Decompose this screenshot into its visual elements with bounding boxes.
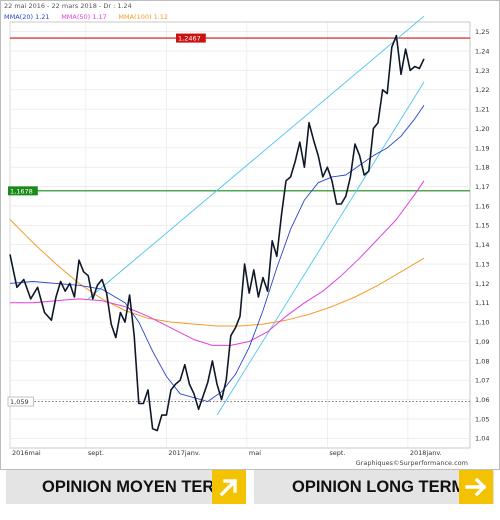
y-tick-label: 1,16 <box>475 202 489 210</box>
price-chart: 1,04 1,05 1,06 1,07 1,08 1,09 1,10 1,11 1,12 1,13… <box>0 0 500 470</box>
right-arrow-icon[interactable] <box>459 470 493 504</box>
y-tick-label: 1,17 <box>475 183 489 191</box>
level-label: 1,2467 <box>178 35 201 43</box>
channel-line <box>87 15 425 300</box>
y-tick-label: 1,19 <box>475 144 489 152</box>
y-tick-label: 1,09 <box>475 338 489 346</box>
x-tick-label: sept. <box>329 449 345 457</box>
opinion-long-term-label: OPINION LONG TERME <box>292 477 477 496</box>
y-tick-label: 1,24 <box>475 47 489 55</box>
y-tick-label: 1,15 <box>475 222 489 230</box>
y-tick-label: 1,21 <box>475 106 489 114</box>
chart-canvas: 1,04 1,05 1,06 1,07 1,08 1,09 1,10 1,11 1,12 1,13… <box>0 0 500 470</box>
up-right-arrow-icon[interactable] <box>212 470 246 504</box>
legend-entry: MMA(100) 1.12 <box>118 13 168 21</box>
x-tick-label: mai <box>249 449 261 457</box>
channel-line <box>216 81 425 416</box>
level-label: 1,1678 <box>10 187 33 195</box>
opinion-medium-term[interactable]: OPINION MOYEN TERME <box>6 470 246 504</box>
mma20-line <box>9 105 425 402</box>
y-tick-label: 1,07 <box>475 377 489 385</box>
level-label-box <box>8 186 38 196</box>
mma100-line <box>9 219 425 327</box>
level-label-box <box>7 396 34 407</box>
opinion-banner: OPINION MOYEN TERME OPINION LONG TERME <box>0 470 500 520</box>
chart-credit: Graphiques©Surperformance.com <box>356 459 468 467</box>
y-tick-label: 1,23 <box>475 67 489 75</box>
x-tick-label: 2018janv. <box>410 449 442 457</box>
x-tick-label: sept. <box>88 449 104 457</box>
y-tick-label: 1,13 <box>475 260 489 268</box>
y-tick-label: 1,06 <box>475 396 489 404</box>
y-tick-label: 1,18 <box>475 164 489 172</box>
y-tick-label: 1,10 <box>475 319 489 327</box>
x-tick-label: 2016mai <box>12 449 41 457</box>
y-tick-label: 1,20 <box>475 125 489 133</box>
chart-header: 22 mai 2016 - 22 mars 2018 - Dr : 1.24 <box>4 2 132 10</box>
legend-entry: MMA(20) 1.21 <box>4 13 50 21</box>
plot-area <box>9 21 471 449</box>
level-label-box <box>176 33 206 43</box>
y-tick-label: 1,12 <box>475 280 489 288</box>
y-tick-label: 1,14 <box>475 241 489 249</box>
level-label: 1,059 <box>10 398 29 406</box>
y-tick-label: 1,22 <box>475 86 489 94</box>
mma50-line <box>10 180 425 346</box>
y-tick-label: 1,25 <box>475 28 489 36</box>
opinion-long-term[interactable]: OPINION LONG TERME <box>254 470 494 504</box>
y-tick-label: 1,08 <box>475 357 489 365</box>
legend-entry: MMA(50) 1.17 <box>61 13 107 21</box>
price-line <box>9 34 425 432</box>
y-tick-label: 1,05 <box>475 415 489 423</box>
y-tick-label: 1,04 <box>475 435 489 443</box>
x-tick-label: 2017janv. <box>168 449 200 457</box>
opinion-medium-term-label: OPINION MOYEN TERME <box>42 477 240 496</box>
y-tick-label: 1,11 <box>475 299 489 307</box>
